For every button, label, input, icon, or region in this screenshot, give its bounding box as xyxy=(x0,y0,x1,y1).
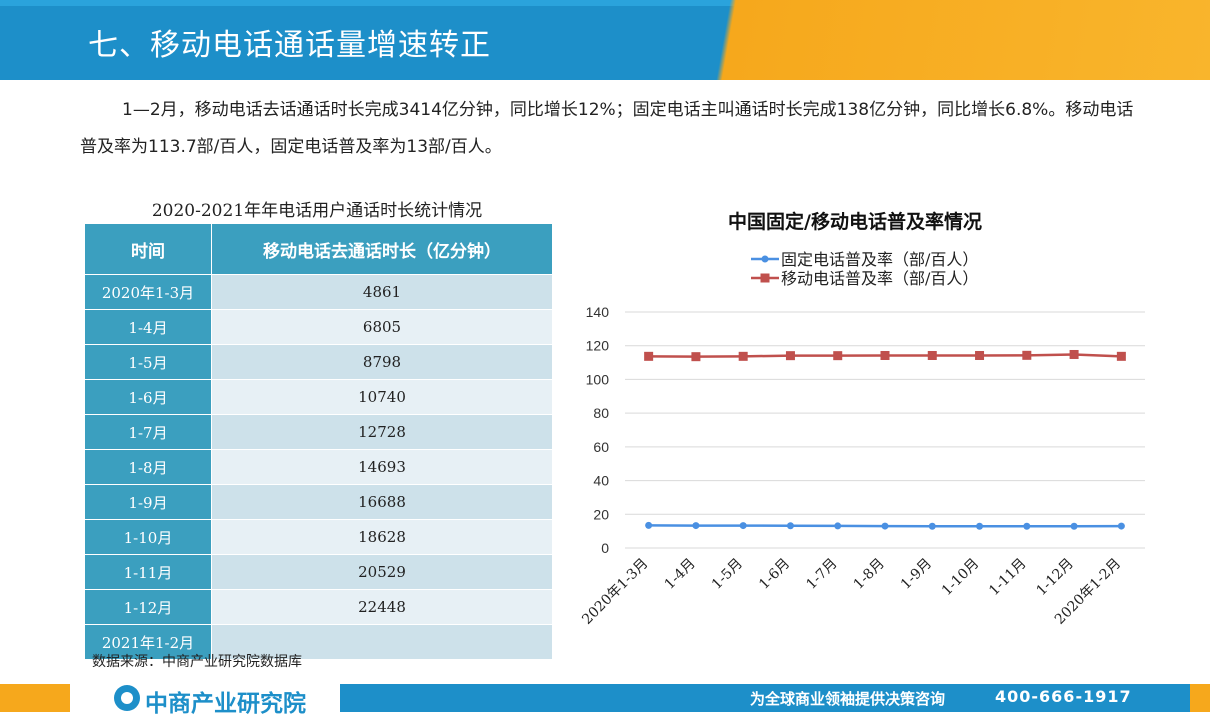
cell-time: 1-12月 xyxy=(84,589,212,625)
page-title: 七、移动电话通话量增速转正 xyxy=(88,28,491,63)
data-point xyxy=(739,522,747,530)
table-row: 1-5月 8798 xyxy=(84,344,553,380)
x-tick-label: 1-10月 xyxy=(939,556,982,599)
cell-time: 1-4月 xyxy=(84,309,212,345)
y-tick-label: 60 xyxy=(593,439,609,455)
data-point xyxy=(880,350,890,360)
cell-value: 22448 xyxy=(211,589,553,625)
data-point xyxy=(644,351,654,361)
cell-time: 1-9月 xyxy=(84,484,212,520)
cell-value xyxy=(211,624,553,660)
cell-value: 6805 xyxy=(211,309,553,345)
y-tick-label: 20 xyxy=(593,506,609,522)
data-point xyxy=(1023,522,1031,530)
table-row: 1-4月 6805 xyxy=(84,309,553,345)
intro-paragraph: 1—2月，移动电话去话通话时长完成3414亿分钟，同比增长12%；固定电话主叫通… xyxy=(80,100,1134,157)
footer-accent-right xyxy=(1190,684,1210,712)
penetration-chart: 中国固定/移动电话普及率情况 0 20 40 60 80 100 120 140 2020年1-… xyxy=(565,195,1170,665)
footer-bar xyxy=(340,684,1210,712)
cell-value: 20529 xyxy=(211,554,553,590)
data-point xyxy=(691,352,701,362)
table-row: 1-6月 10740 xyxy=(84,379,553,415)
cell-value: 18628 xyxy=(211,519,553,555)
data-point xyxy=(881,522,889,530)
cell-time: 1-6月 xyxy=(84,379,212,415)
x-tick-label: 1-11月 xyxy=(986,556,1029,599)
data-point xyxy=(834,522,842,530)
footer-accent-left xyxy=(0,684,70,712)
x-tick-label: 1-8月 xyxy=(851,556,888,593)
data-source: 数据来源：中商产业研究院数据库 xyxy=(92,654,302,670)
table-caption: 2020-2021年年电话用户通话时长统计情况 xyxy=(151,201,483,221)
cell-value: 4861 xyxy=(211,274,553,310)
data-point xyxy=(1022,350,1032,360)
x-tick-label: 1-12月 xyxy=(1033,556,1076,599)
cell-time: 1-8月 xyxy=(84,449,212,485)
header-strip xyxy=(0,0,1210,6)
y-tick-label: 80 xyxy=(593,405,609,421)
data-point xyxy=(1069,349,1079,359)
y-tick-label: 40 xyxy=(593,473,609,489)
call-duration-table: 时间 移动电话去通话时长（亿分钟） 2020年1-3月 4861 1-4月 68… xyxy=(84,223,553,660)
x-tick-label: 1-5月 xyxy=(709,556,746,593)
table-row: 1-10月 18628 xyxy=(84,519,553,555)
cell-time: 2021年1-2月 xyxy=(84,624,212,660)
cell-value: 10740 xyxy=(211,379,553,415)
data-point xyxy=(786,522,794,530)
y-tick-label: 0 xyxy=(601,540,609,556)
legend-label: 移动电话普及率（部/百人） xyxy=(781,269,978,288)
chart-title: 中国固定/移动电话普及率情况 xyxy=(728,211,982,233)
chart-svg: 0 20 40 60 80 100 120 140 2020年1-3月 1-4月 1-5月 1-6月 1… xyxy=(579,250,1145,628)
table-row: 2020年1-3月 4861 xyxy=(84,274,553,310)
header-accent xyxy=(650,0,1210,80)
header-time: 时间 xyxy=(84,223,212,275)
x-tick-label: 1-9月 xyxy=(898,556,935,593)
data-point xyxy=(645,521,653,529)
footer-phone: 400-666-1917 xyxy=(995,687,1132,706)
x-tick-label: 2020年1-3月 xyxy=(579,556,651,628)
data-point xyxy=(1116,351,1126,361)
cell-value: 8798 xyxy=(211,344,553,380)
header-duration: 移动电话去通话时长（亿分钟） xyxy=(211,223,553,275)
footer-slogan: 为全球商业领袖提供决策咨询 xyxy=(750,690,946,708)
cell-time: 1-5月 xyxy=(84,344,212,380)
x-tick-label: 1-4月 xyxy=(662,556,699,593)
data-point xyxy=(927,350,937,360)
logo-icon xyxy=(114,685,140,711)
y-tick-label: 120 xyxy=(586,338,610,354)
table-row: 1-12月 22448 xyxy=(84,589,553,625)
y-tick-label: 140 xyxy=(586,304,610,320)
table-row: 1-11月 20529 xyxy=(84,554,553,590)
cell-value: 12728 xyxy=(211,414,553,450)
data-point xyxy=(1070,522,1078,530)
cell-time: 1-10月 xyxy=(84,519,212,555)
data-point xyxy=(1117,522,1125,530)
table-header-row: 时间 移动电话去通话时长（亿分钟） xyxy=(84,223,553,275)
cell-value: 14693 xyxy=(211,449,553,485)
data-point xyxy=(785,351,795,361)
table-row: 2021年1-2月 xyxy=(84,624,553,660)
legend-marker xyxy=(760,273,770,283)
data-point xyxy=(975,350,985,360)
data-point xyxy=(692,522,700,530)
x-tick-label: 1-6月 xyxy=(756,556,793,593)
data-point xyxy=(928,522,936,530)
data-point xyxy=(833,351,843,361)
legend-marker xyxy=(761,255,769,263)
data-point xyxy=(738,351,748,361)
logo-text: 中商产业研究院 xyxy=(145,691,306,717)
table-row: 1-8月 14693 xyxy=(84,449,553,485)
x-tick-label: 1-7月 xyxy=(803,556,840,593)
cell-value: 16688 xyxy=(211,484,553,520)
cell-time: 1-11月 xyxy=(84,554,212,590)
y-tick-label: 100 xyxy=(586,371,610,387)
cell-time: 2020年1-3月 xyxy=(84,274,212,310)
data-point xyxy=(976,522,984,530)
table-row: 1-7月 12728 xyxy=(84,414,553,450)
cell-time: 1-7月 xyxy=(84,414,212,450)
legend-label: 固定电话普及率（部/百人） xyxy=(781,250,978,269)
table-row: 1-9月 16688 xyxy=(84,484,553,520)
